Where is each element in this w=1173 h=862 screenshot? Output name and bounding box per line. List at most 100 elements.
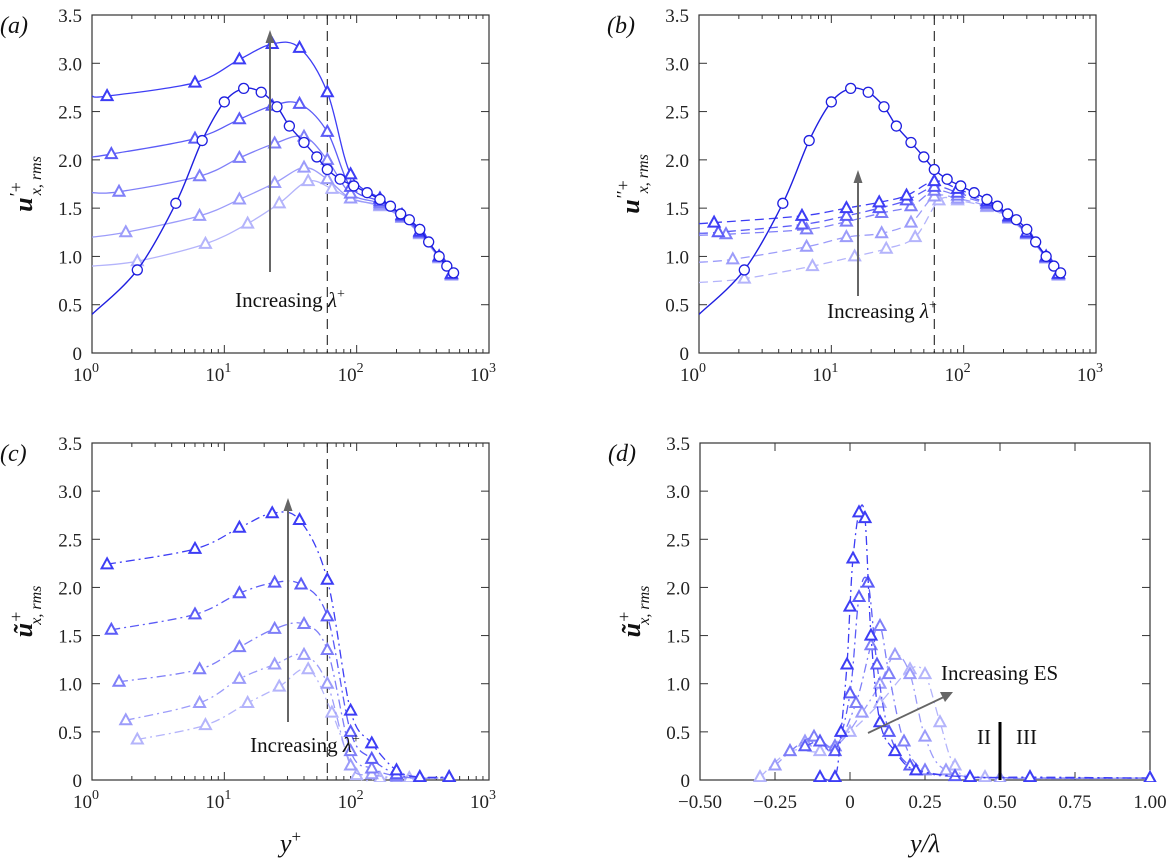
annotation-symbol: λ (342, 733, 352, 757)
triangle-marker (267, 174, 282, 189)
series-line (819, 504, 1151, 782)
triangle-marker (99, 88, 115, 102)
x-tick-label: 101 (205, 361, 231, 386)
y-tick-label: 1.0 (58, 247, 82, 268)
triangle-marker (812, 743, 828, 757)
y-tick-label: 0.5 (58, 723, 82, 744)
tick-exponent: 0 (92, 788, 99, 803)
triangle-marker (938, 762, 954, 776)
circle-marker (441, 260, 453, 272)
triangle-marker (198, 717, 213, 731)
tick-base: 10 (945, 365, 964, 386)
triangle-marker (389, 762, 404, 776)
circle-marker (403, 214, 415, 226)
annotation-word: Increasing (235, 288, 328, 312)
x-tick-label: 0.50 (983, 792, 1016, 813)
triangle-marker (320, 571, 335, 585)
label-base: ũ (617, 623, 646, 637)
y-tick-label: 2.5 (666, 530, 690, 551)
triangle-marker (130, 731, 145, 745)
arrow-head-icon (265, 30, 275, 43)
triangle-marker (267, 620, 282, 634)
plot-frame (91, 14, 490, 354)
triangle-marker (907, 229, 923, 243)
circle-marker (928, 163, 940, 176)
label-sub: x, rms (636, 586, 653, 626)
triangle-marker (827, 769, 843, 782)
triangle-marker (848, 694, 864, 708)
tick-exponent: 2 (964, 361, 971, 376)
tick-exponent: 0 (92, 361, 99, 376)
triangle-marker (267, 574, 282, 588)
triangle-marker (111, 673, 127, 687)
triangle-marker (232, 191, 247, 205)
label-sup: + (614, 611, 634, 623)
panel-d: (d) 0 0.5 1.0 1.5 2.0 2.5 3.0 3.5 −0.50 −0.25 0 0.25… (608, 434, 1167, 858)
triangle-marker (232, 670, 247, 684)
label-base: y/λ (907, 829, 940, 858)
reference-line (92, 87, 455, 315)
x-tick-label: 100 (680, 361, 706, 386)
y-tick-label: 2.0 (666, 578, 690, 599)
triangle-marker (881, 666, 897, 680)
triangle-marker (292, 95, 307, 109)
triangle-marker (839, 207, 854, 221)
triangle-marker (794, 216, 810, 230)
triangle-marker (343, 743, 358, 757)
annotation-word: Increasing (250, 733, 343, 757)
tick-exponent: 1 (224, 361, 231, 376)
y-tick-label: 1.0 (665, 247, 689, 268)
y-tick-label: 3.5 (665, 6, 689, 27)
x-axis-label: y/λ (907, 829, 940, 858)
y-tick-label: 0.5 (58, 296, 82, 317)
triangle-marker (187, 540, 203, 554)
triangle-marker (232, 51, 247, 65)
label-sup: ′+ (6, 181, 26, 197)
circle-marker (918, 151, 930, 163)
triangle-marker (917, 728, 933, 742)
tick-exponent: 2 (357, 788, 364, 803)
x-tick-label: −0.50 (678, 792, 722, 813)
triangle-marker (320, 123, 335, 137)
triangle-marker (851, 588, 867, 603)
circle-marker (361, 187, 373, 199)
tick-base: 10 (338, 365, 357, 386)
label-sup: + (6, 611, 26, 623)
triangle-marker (806, 728, 822, 742)
triangle-marker (902, 757, 918, 771)
triangle-marker (324, 180, 340, 194)
y-tick-label: 1.0 (58, 675, 82, 696)
triangle-marker (240, 694, 255, 708)
y-tick-label: 2.5 (665, 103, 689, 124)
triangle-marker (947, 757, 963, 771)
triangle-marker (292, 511, 307, 526)
triangle-marker (872, 194, 887, 208)
triangle-marker (296, 646, 312, 660)
triangle-marker (902, 666, 918, 680)
circle-marker (890, 120, 903, 132)
circle-marker (803, 134, 815, 147)
triangle-marker (872, 617, 888, 631)
triangle-marker (343, 702, 358, 716)
y-tick-label: 0 (681, 771, 691, 792)
circle-marker (170, 197, 182, 209)
panel-label: (a) (0, 13, 28, 39)
y-axis-label: u′+ x, rms (6, 156, 45, 212)
y-tick-label: 3.0 (666, 482, 690, 503)
triangle-marker (896, 733, 912, 747)
triangle-marker (272, 195, 287, 209)
series-line (92, 135, 452, 276)
tick-base: 10 (1077, 365, 1096, 386)
circle-marker (777, 197, 789, 209)
circle-marker (1040, 250, 1052, 263)
triangle-marker (881, 723, 897, 737)
triangle-marker (267, 656, 282, 670)
y-tick-label: 1.5 (666, 627, 690, 648)
annotation-symbol: λ (919, 299, 929, 323)
triangle-marker (863, 627, 879, 641)
triangle-marker (296, 159, 312, 173)
triangle-marker (267, 135, 282, 149)
triangle-marker (794, 207, 810, 221)
triangle-marker (842, 723, 858, 737)
triangle-marker (104, 621, 119, 635)
